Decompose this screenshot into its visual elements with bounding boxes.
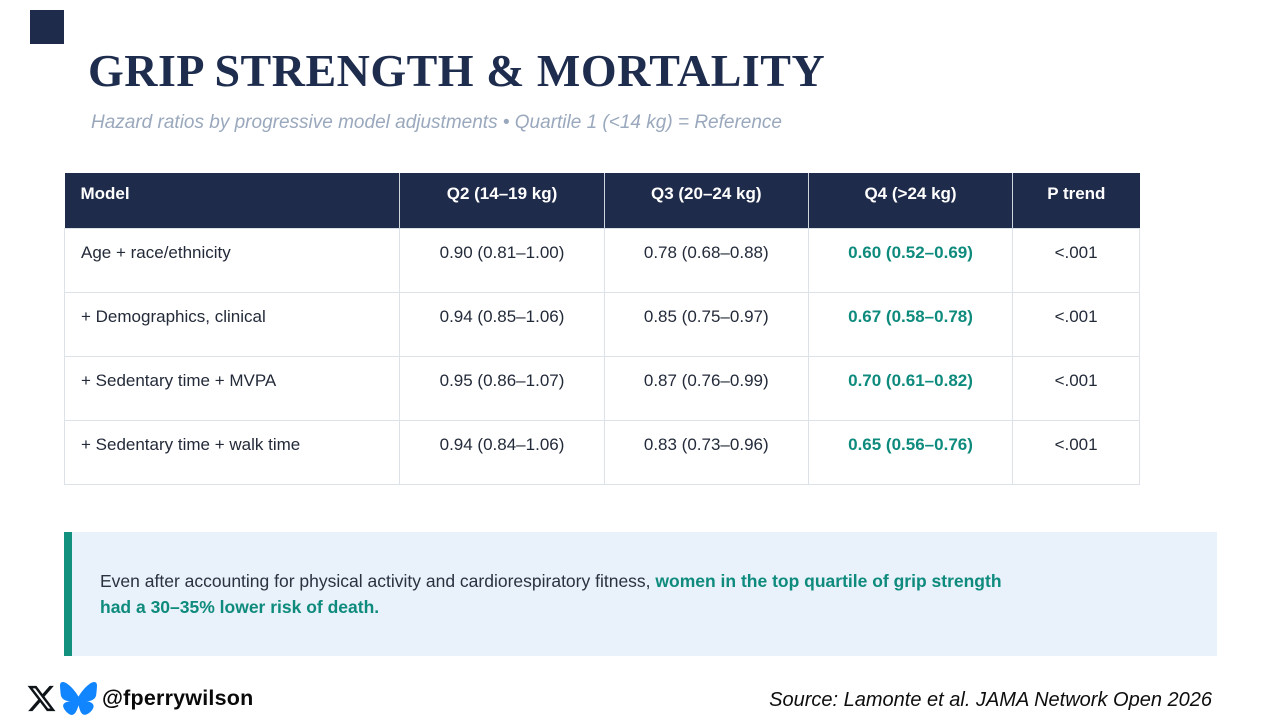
column-header-q4: Q4 (>24 kg)	[808, 173, 1014, 228]
column-header-q2: Q2 (14–19 kg)	[399, 173, 605, 228]
footer-social: @fperrywilson	[26, 678, 253, 718]
q2-value: 0.94 (0.84–1.06)	[399, 419, 605, 485]
model-label: + Sedentary time + walk time	[63, 419, 401, 485]
callout-text-highlight-line2: had a 30–35% lower risk of death.	[100, 597, 380, 617]
bluesky-butterfly-icon	[60, 681, 97, 715]
p-trend-value: <.001	[1012, 355, 1140, 421]
table-row: Age + race/ethnicity 0.90 (0.81–1.00) 0.…	[63, 227, 1140, 293]
key-takeaway-callout: Even after accounting for physical activ…	[64, 532, 1217, 656]
q4-value: 0.67 (0.58–0.78)	[807, 291, 1014, 357]
table-row: + Sedentary time + walk time 0.94 (0.84–…	[63, 419, 1140, 485]
model-label: + Demographics, clinical	[63, 291, 401, 357]
q3-value: 0.87 (0.76–0.99)	[603, 355, 809, 421]
model-label: Age + race/ethnicity	[63, 227, 401, 293]
page-subtitle: Hazard ratios by progressive model adjus…	[91, 112, 782, 133]
q4-value: 0.65 (0.56–0.76)	[807, 419, 1014, 485]
page-title: GRIP STRENGTH & MORTALITY	[88, 45, 826, 96]
q2-value: 0.90 (0.81–1.00)	[399, 227, 605, 293]
callout-accent-bar	[64, 532, 72, 656]
hazard-ratio-table: Model Q2 (14–19 kg) Q3 (20–24 kg) Q4 (>2…	[63, 173, 1140, 485]
table-header-row: Model Q2 (14–19 kg) Q3 (20–24 kg) Q4 (>2…	[64, 173, 1140, 228]
p-trend-value: <.001	[1012, 419, 1140, 485]
x-logo-icon	[27, 685, 56, 711]
corner-accent-square	[30, 10, 64, 44]
social-handle: @fperrywilson	[102, 685, 254, 710]
q2-value: 0.95 (0.86–1.07)	[399, 355, 605, 421]
column-header-model: Model	[64, 173, 401, 228]
p-trend-value: <.001	[1012, 227, 1140, 293]
q2-value: 0.94 (0.85–1.06)	[399, 291, 605, 357]
source-citation: Source: Lamonte et al. JAMA Network Open…	[769, 689, 1212, 711]
model-label: + Sedentary time + MVPA	[63, 355, 401, 421]
callout-text-regular: Even after accounting for physical activ…	[100, 571, 656, 591]
p-trend-value: <.001	[1012, 291, 1140, 357]
table-row: + Sedentary time + MVPA 0.95 (0.86–1.07)…	[63, 355, 1140, 421]
q4-value: 0.60 (0.52–0.69)	[807, 227, 1014, 293]
q3-value: 0.78 (0.68–0.88)	[603, 227, 809, 293]
q3-value: 0.85 (0.75–0.97)	[603, 291, 809, 357]
column-header-q3: Q3 (20–24 kg)	[604, 173, 809, 228]
q3-value: 0.83 (0.73–0.96)	[603, 419, 809, 485]
callout-text-highlight-line1: women in the top quartile of grip streng…	[655, 571, 1002, 591]
q4-value: 0.70 (0.61–0.82)	[807, 355, 1014, 421]
callout-text: Even after accounting for physical activ…	[100, 568, 1190, 620]
column-header-p-trend: P trend	[1012, 173, 1140, 228]
table-row: + Demographics, clinical 0.94 (0.85–1.06…	[63, 291, 1140, 357]
